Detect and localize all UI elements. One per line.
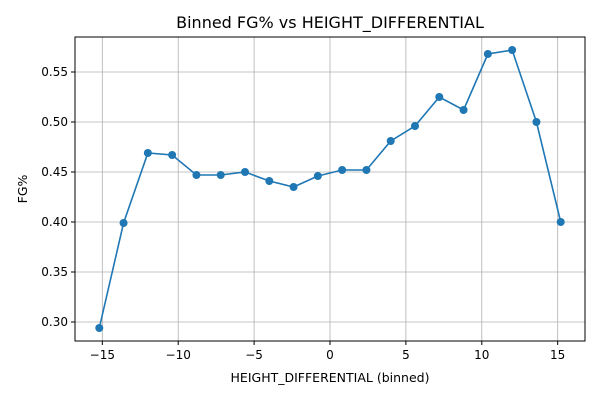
chart-title: Binned FG% vs HEIGHT_DIFFERENTIAL	[176, 13, 484, 33]
data-point	[192, 171, 201, 179]
data-point	[265, 177, 274, 185]
y-tick-label: 0.35	[41, 265, 68, 279]
data-point	[313, 172, 322, 180]
data-series	[95, 46, 565, 332]
axis-ticks: −15 −10 −5 0 5 10 15 0.30 0.35 0.40 0.45 0.50 0.55	[41, 65, 565, 362]
x-tick-label: −15	[90, 348, 115, 362]
x-tick-label: 5	[402, 348, 410, 362]
data-point	[532, 118, 541, 126]
data-point	[216, 171, 225, 179]
data-point	[143, 149, 152, 157]
plot-area-frame	[74, 36, 586, 342]
data-point	[338, 166, 347, 174]
data-point	[241, 168, 249, 176]
x-tick-label: −5	[245, 348, 263, 362]
data-point	[459, 106, 468, 114]
data-point	[119, 219, 128, 227]
data-point	[95, 324, 104, 332]
grid	[75, 37, 585, 341]
data-point	[168, 151, 177, 159]
y-tick-label: 0.40	[41, 215, 68, 229]
data-point	[362, 166, 371, 174]
x-tick-label: 0	[326, 348, 334, 362]
y-tick-label: 0.45	[41, 165, 68, 179]
x-axis-label: HEIGHT_DIFFERENTIAL (binned)	[231, 370, 430, 385]
y-tick-label: 0.30	[41, 315, 68, 329]
data-point	[289, 183, 298, 191]
data-point	[411, 122, 419, 130]
x-tick-label: −10	[166, 348, 191, 362]
data-point	[483, 50, 492, 58]
data-point	[386, 137, 395, 145]
data-point	[508, 46, 517, 54]
x-tick-label: 15	[550, 348, 565, 362]
data-point	[556, 218, 565, 226]
series-line	[98, 49, 562, 329]
data-point	[435, 93, 444, 101]
y-tick-label: 0.55	[41, 65, 68, 79]
y-tick-label: 0.50	[41, 115, 68, 129]
x-tick-label: 10	[474, 348, 489, 362]
y-axis-label: FG%	[15, 175, 30, 204]
